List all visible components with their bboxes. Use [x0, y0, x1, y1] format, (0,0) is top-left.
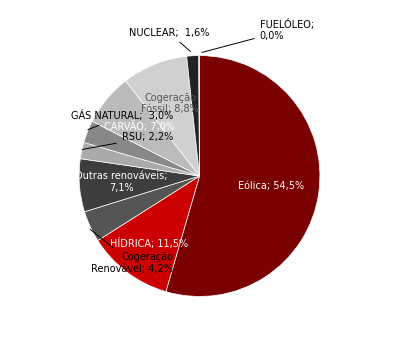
- Wedge shape: [199, 55, 200, 176]
- Text: HÍDRICA; 11,5%: HÍDRICA; 11,5%: [110, 238, 188, 249]
- Wedge shape: [98, 176, 200, 292]
- Wedge shape: [166, 55, 320, 296]
- Text: NUCLEAR;  1,6%: NUCLEAR; 1,6%: [129, 28, 209, 52]
- Wedge shape: [84, 121, 200, 176]
- Wedge shape: [80, 142, 200, 176]
- Wedge shape: [187, 55, 200, 176]
- Wedge shape: [126, 56, 200, 176]
- Text: CARVÃO; 7,0%: CARVÃO; 7,0%: [104, 121, 175, 132]
- Wedge shape: [85, 176, 200, 241]
- Text: RSU; 2,2%: RSU; 2,2%: [82, 133, 173, 150]
- Text: FUELÓLEO;
0,0%: FUELÓLEO; 0,0%: [202, 19, 314, 52]
- Wedge shape: [92, 81, 200, 176]
- Wedge shape: [79, 159, 200, 212]
- Text: Cogeração
Fóssil; 8,8%: Cogeração Fóssil; 8,8%: [141, 92, 199, 114]
- Text: Cogeração
Renovável; 4,2%: Cogeração Renovável; 4,2%: [90, 230, 173, 274]
- Text: Eólica; 54,5%: Eólica; 54,5%: [238, 181, 304, 191]
- Text: GÁS NATURAL;  3,0%: GÁS NATURAL; 3,0%: [71, 110, 173, 130]
- Text: Outras renováveis;
7,1%: Outras renováveis; 7,1%: [75, 171, 168, 193]
